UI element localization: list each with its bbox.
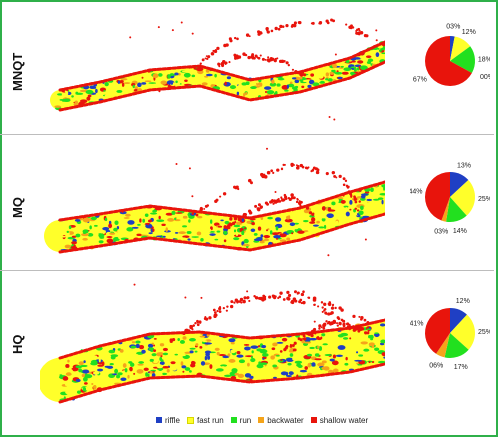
discharge-label: MQ (10, 197, 25, 219)
habitat-map (40, 283, 385, 404)
legend-label: fast run (196, 415, 224, 425)
pie-value-label: 17% (454, 364, 468, 371)
habitat-map (44, 147, 385, 257)
legend: riffle fast run run backwater shallow wa… (156, 414, 375, 426)
discharge-label: MNQT (10, 52, 25, 92)
panel-divider (0, 134, 494, 135)
habitat-pie-chart: 13% 25% 14% 03% 44% (410, 162, 490, 235)
pie-value-label: 00% (480, 74, 490, 81)
pie-value-label: 41% (410, 320, 424, 327)
panel-divider (0, 270, 494, 271)
pie-value-label: 06% (429, 363, 443, 370)
legend-item-riffle: riffle (156, 416, 180, 425)
pie-value-label: 14% (453, 228, 467, 235)
pie-value-label: 12% (462, 29, 476, 36)
pie-value-label: 18% (478, 56, 490, 63)
pie-slice-shallow-water (425, 172, 450, 221)
pie-value-label: 12% (456, 298, 470, 305)
pie-slice-riffle (450, 172, 469, 197)
pie-slice-run (450, 46, 476, 74)
pie-value-label: 13% (457, 162, 471, 169)
pie-value-label: 25% (478, 329, 490, 336)
pie-value-label: 44% (410, 188, 423, 195)
legend-item-fast-run: fast run (186, 415, 224, 425)
legend-item-shallow-water: shallow water (310, 415, 369, 425)
habitat-map (50, 18, 385, 121)
pie-value-label: 67% (413, 76, 427, 83)
pie-slice-fast-run (450, 36, 471, 61)
habitat-pie-chart: 03%12% 18% 00% 67% (413, 24, 490, 86)
pie-slice-fast-run (450, 314, 475, 350)
pie-value-label: 03% (446, 24, 460, 31)
panel-mnqt: MNQT 03%12% 18% 00% 67% (0, 0, 494, 134)
legend-label: backwater (267, 415, 304, 425)
pie-slice-run (446, 197, 467, 223)
legend-item-backwater: backwater (258, 415, 304, 425)
pie-slice-backwater (441, 197, 450, 222)
pie-slice-fast-run (450, 180, 475, 216)
panel-mq: MQ 13% 25% 14% 03% 44% (0, 136, 494, 270)
pie-value-label: 03% (434, 228, 448, 235)
legend-swatch (156, 417, 162, 423)
panel-hq: HQ 12% 25% 17% 06% 41% (0, 272, 494, 406)
legend-label: shallow water (319, 415, 369, 425)
legend-item-run: run (230, 415, 252, 425)
pie-slice-shallow-water (425, 36, 472, 86)
legend-label: riffle (165, 415, 180, 425)
pie-slice-riffle (450, 36, 455, 61)
legend-label: run (239, 415, 252, 425)
pie-value-label: 25% (478, 196, 490, 203)
legend-swatch (230, 417, 237, 423)
pie-slice-backwater (436, 333, 450, 358)
pie-slice-riffle (450, 308, 467, 333)
pie-slice-shallow-water (424, 308, 450, 354)
legend-swatch (310, 417, 317, 423)
legend-swatch (186, 416, 194, 424)
legend-swatch (258, 417, 265, 423)
discharge-label: HQ (10, 334, 25, 354)
pie-slice-run (444, 333, 469, 358)
habitat-pie-chart: 12% 25% 17% 06% 41% (410, 298, 490, 371)
